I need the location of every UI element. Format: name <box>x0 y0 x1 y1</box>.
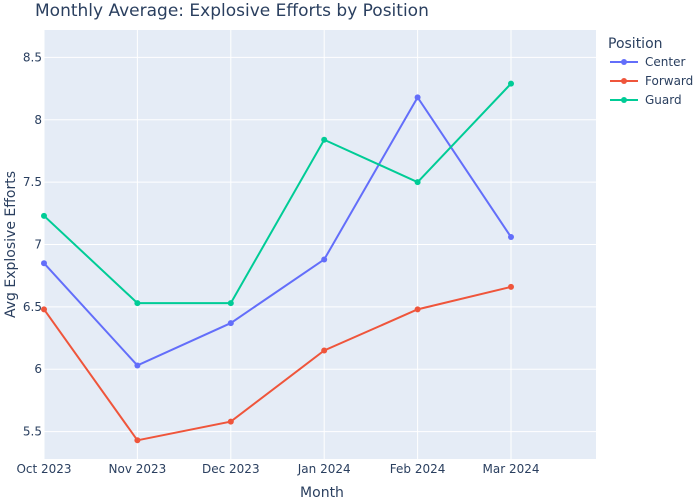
data-point-forward[interactable] <box>41 306 47 313</box>
legend-label: Guard <box>645 93 682 107</box>
x-tick-label: Jan 2024 <box>297 462 351 476</box>
data-point-center[interactable] <box>508 234 514 241</box>
y-tick-label: 5.5 <box>23 425 42 439</box>
data-point-forward[interactable] <box>134 437 141 444</box>
legend-item-guard[interactable]: Guard <box>610 93 682 107</box>
gridlines <box>43 30 596 459</box>
series-lines <box>41 80 514 444</box>
series-line-center <box>43 95 512 367</box>
legend-label: Forward <box>645 74 693 88</box>
data-point-forward[interactable] <box>414 306 421 313</box>
y-tick-label: 8 <box>34 113 42 127</box>
x-axis-title: Month <box>300 485 344 500</box>
data-point-center[interactable] <box>134 362 141 369</box>
legend[interactable]: Position Center Forward Guard <box>608 36 693 107</box>
data-point-guard[interactable] <box>508 80 514 87</box>
legend-swatch-marker <box>621 97 627 103</box>
series-line-guard <box>43 82 512 305</box>
legend-item-forward[interactable]: Forward <box>610 74 693 88</box>
data-point-guard[interactable] <box>414 179 421 186</box>
data-point-guard[interactable] <box>227 300 234 307</box>
data-point-center[interactable] <box>41 260 47 267</box>
legend-title: Position <box>608 36 663 52</box>
y-axis-title: Avg Explosive Efforts <box>3 171 19 318</box>
axis-ticks: Oct 2023 Nov 2023 Dec 2023 Jan 2024 Feb 2024… <box>16 50 539 476</box>
series-line-forward <box>43 285 512 442</box>
data-point-guard[interactable] <box>134 300 141 307</box>
legend-label: Center <box>645 55 685 69</box>
x-tick-label: Oct 2023 <box>16 462 71 476</box>
y-tick-label: 6 <box>34 362 42 376</box>
x-tick-label: Nov 2023 <box>109 462 167 476</box>
data-point-center[interactable] <box>321 256 328 263</box>
y-tick-label: 8.5 <box>23 50 42 64</box>
data-point-forward[interactable] <box>321 347 328 354</box>
x-tick-label: Feb 2024 <box>390 462 446 476</box>
y-tick-label: 6.5 <box>23 300 42 314</box>
data-point-center[interactable] <box>227 320 234 327</box>
data-point-guard[interactable] <box>321 136 328 143</box>
x-tick-label: Mar 2024 <box>483 462 540 476</box>
x-tick-label: Dec 2023 <box>202 462 260 476</box>
y-tick-label: 7 <box>34 238 42 252</box>
legend-item-center[interactable]: Center <box>610 55 685 69</box>
legend-swatch-marker <box>621 59 627 65</box>
data-point-forward[interactable] <box>508 283 514 290</box>
legend-swatch-marker <box>621 78 627 84</box>
data-point-guard[interactable] <box>41 212 47 219</box>
chart-title: Monthly Average: Explosive Efforts by Po… <box>35 1 429 21</box>
data-point-center[interactable] <box>414 94 421 101</box>
data-point-forward[interactable] <box>227 418 234 425</box>
y-tick-label: 7.5 <box>23 175 42 189</box>
